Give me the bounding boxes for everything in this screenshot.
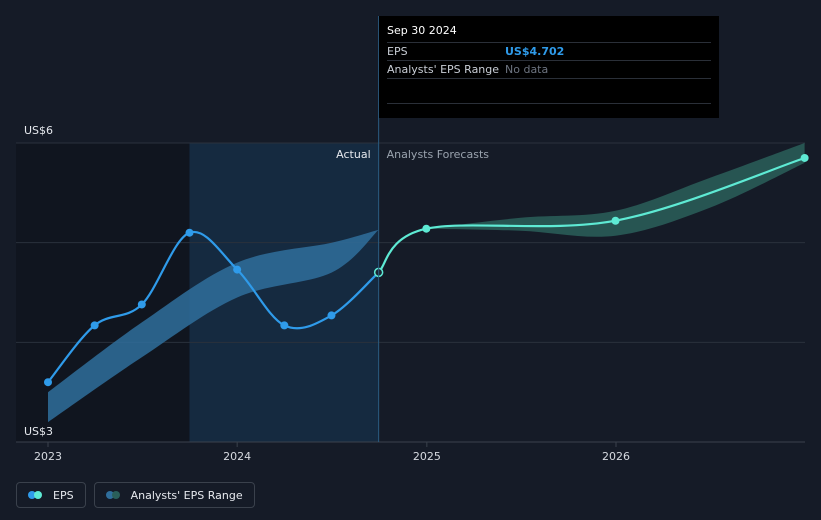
- legend-item-range[interactable]: Analysts' EPS Range: [93, 482, 255, 508]
- tooltip-row-range: Analysts' EPS Range No data: [387, 61, 711, 79]
- x-tick-label: 2023: [34, 450, 62, 463]
- legend-eps-label: EPS: [53, 488, 74, 502]
- eps-point: [185, 228, 194, 237]
- grid-lines: [16, 142, 805, 443]
- y-tick-label: US$3: [24, 425, 53, 438]
- tooltip-eps-value: US$4.702: [505, 45, 565, 58]
- legend-range-label: Analysts' EPS Range: [130, 488, 243, 502]
- eps-point: [280, 321, 289, 330]
- tooltip-row-eps: EPS US$4.702: [387, 43, 711, 61]
- legend: EPS Analysts' EPS Range: [16, 482, 255, 508]
- past-region: [16, 143, 190, 442]
- legend-item-eps[interactable]: EPS: [16, 482, 86, 508]
- tooltip-range-key: Analysts' EPS Range: [387, 63, 500, 76]
- actual-section-label: Actual: [336, 148, 370, 161]
- forecast-section-label: Analysts Forecasts: [387, 148, 490, 161]
- eps-point: [90, 321, 99, 330]
- forecast-eps-point: [800, 153, 809, 162]
- x-axis-ticks: 2023 2024 2025 2026: [34, 442, 630, 463]
- tooltip-date: Sep 30 2024: [387, 24, 711, 43]
- eps-point: [233, 265, 242, 274]
- forecast-eps-point: [422, 224, 431, 233]
- tooltip-range-value: No data: [505, 63, 549, 76]
- y-tick-label: US$6: [24, 124, 53, 137]
- range-swatch-icon: [105, 491, 122, 499]
- x-tick-label: 2025: [413, 450, 441, 463]
- eps-point: [137, 300, 146, 309]
- historical-range-band: [48, 229, 379, 423]
- tooltip-eps-key: EPS: [387, 45, 408, 58]
- eps-point: [44, 378, 52, 387]
- tooltip: Sep 30 2024 EPS US$4.702 Analysts' EPS R…: [379, 16, 719, 118]
- x-tick-label: 2024: [223, 450, 251, 463]
- eps-points: [44, 153, 809, 387]
- tooltip-spacer: [387, 79, 711, 104]
- eps-swatch-icon: [28, 491, 44, 499]
- eps-point: [327, 311, 336, 320]
- x-tick-label: 2026: [602, 450, 630, 463]
- eps-lines: [47, 156, 805, 383]
- y-axis-ticks: US$6 US$3: [24, 124, 53, 438]
- forecast-eps-point: [611, 216, 620, 225]
- forecast-eps-line: [377, 156, 805, 274]
- actual-eps-line: [47, 230, 380, 383]
